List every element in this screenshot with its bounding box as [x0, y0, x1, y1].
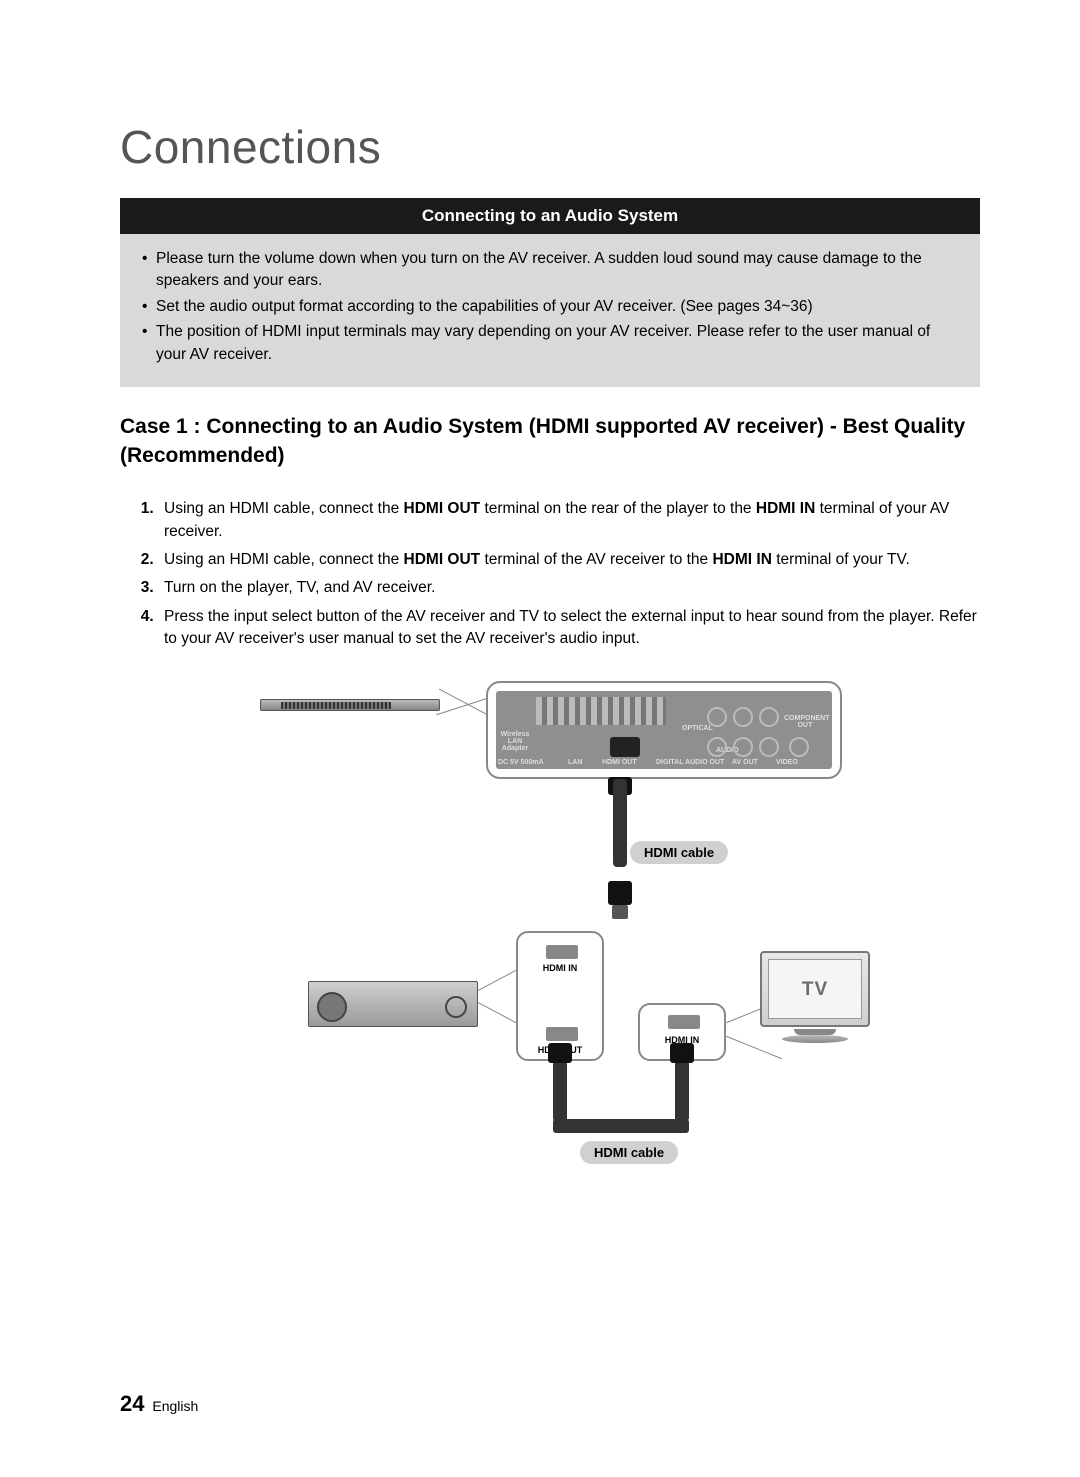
hdmi-cable-icon	[553, 1061, 567, 1121]
port-label-wlan: Wireless LAN Adapter	[498, 731, 532, 752]
hdmi-out-port-icon	[610, 737, 640, 757]
hdmi-cable-label: HDMI cable	[580, 1141, 678, 1164]
hdmi-cable-label: HDMI cable	[630, 841, 728, 864]
hdmi-plug-icon	[608, 881, 632, 905]
case-heading: Case 1 : Connecting to an Audio System (…	[120, 413, 980, 470]
port-label-lan: LAN	[568, 759, 582, 766]
step-item: Press the input select button of the AV …	[158, 606, 980, 651]
hdmi-cable-icon	[675, 1061, 689, 1121]
step-item: Turn on the player, TV, and AV receiver.	[158, 577, 980, 599]
page-title: Connections	[120, 120, 980, 174]
page-language: English	[152, 1398, 198, 1414]
tv-stand-icon	[794, 1029, 836, 1035]
hdmi-in-port-icon	[546, 945, 578, 959]
rear-panel-inner: LAN HDMI OUT DIGITAL AUDIO OUT OPTICAL W…	[496, 691, 832, 769]
tv-screen-icon: TV	[760, 951, 870, 1027]
port-label-dc: DC 5V 500mA	[498, 759, 544, 766]
player-device-icon	[260, 699, 440, 711]
page-footer: 24 English	[120, 1391, 198, 1417]
note-item: Please turn the volume down when you tur…	[142, 248, 958, 293]
note-box: Please turn the volume down when you tur…	[120, 234, 980, 387]
tv-base-icon	[782, 1035, 848, 1043]
av-receiver-icon	[308, 981, 478, 1027]
hdmi-in-label: HDMI IN	[518, 963, 602, 973]
tv-icon: TV	[760, 951, 870, 1051]
hdmi-in-port-icon	[668, 1015, 700, 1029]
hdmi-cable-icon	[613, 779, 627, 867]
page-number: 24	[120, 1391, 144, 1416]
hdmi-cable-icon	[553, 1119, 689, 1133]
port-label-hdmi-out: HDMI OUT	[602, 759, 637, 766]
section-header: Connecting to an Audio System	[120, 198, 980, 234]
av-receiver-panel: HDMI IN HDMI OUT	[516, 931, 604, 1061]
step-list: Using an HDMI cable, connect the HDMI OU…	[120, 498, 980, 651]
hdmi-out-port-icon	[546, 1027, 578, 1041]
note-item: Set the audio output format according to…	[142, 296, 958, 318]
rca-jacks-icon	[707, 701, 822, 763]
note-item: The position of HDMI input terminals may…	[142, 321, 958, 366]
tv-label: TV	[762, 979, 868, 1001]
step-item: Using an HDMI cable, connect the HDMI OU…	[158, 498, 980, 543]
player-rear-panel: LAN HDMI OUT DIGITAL AUDIO OUT OPTICAL W…	[486, 681, 842, 779]
manual-page: Connections Connecting to an Audio Syste…	[0, 0, 1080, 1281]
vent-icon	[536, 697, 666, 725]
step-item: Using an HDMI cable, connect the HDMI OU…	[158, 549, 980, 571]
connection-diagram: LAN HDMI OUT DIGITAL AUDIO OUT OPTICAL W…	[240, 681, 860, 1241]
